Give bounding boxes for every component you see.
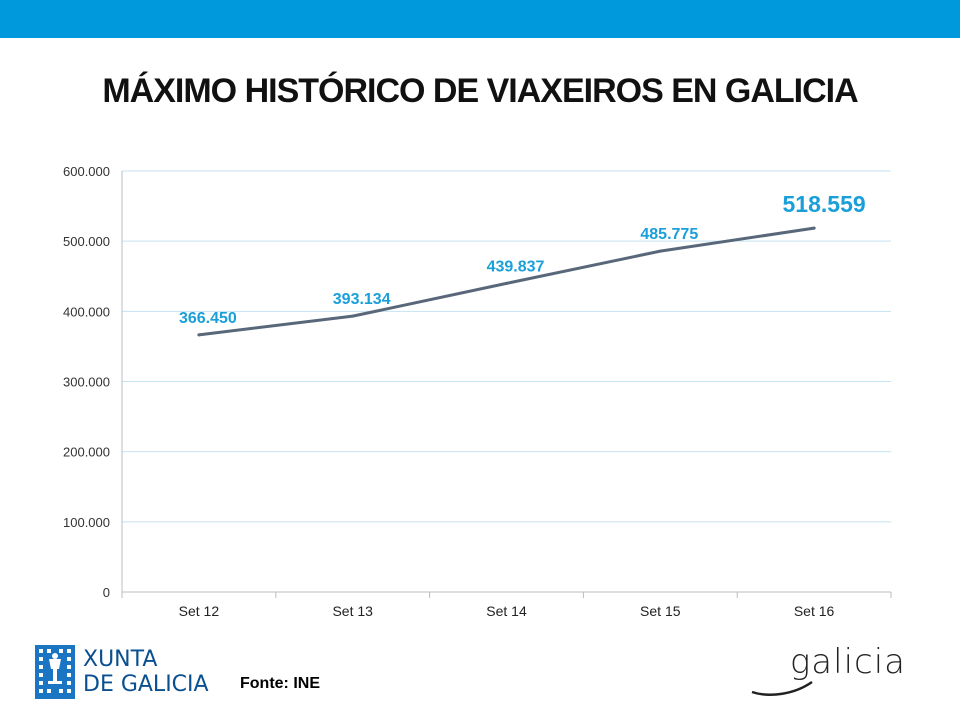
x-tick-label: Set 15 [640, 603, 681, 619]
y-tick-label: 0 [103, 585, 110, 600]
x-tick-label: Set 12 [179, 603, 220, 619]
y-tick-label: 500.000 [63, 234, 110, 249]
y-tick-label: 200.000 [63, 445, 110, 460]
xunta-logo-line-1: XUNTA [83, 647, 158, 672]
data-point [658, 249, 662, 253]
y-tick-label: 100.000 [63, 515, 110, 530]
y-tick-label: 600.000 [63, 164, 110, 179]
y-tick-label: 300.000 [63, 375, 110, 390]
data-label: 393.134 [333, 291, 391, 308]
top-accent-bar [0, 0, 960, 38]
data-label: 366.450 [179, 310, 237, 327]
data-label: 439.837 [487, 258, 545, 275]
line-chart: 0 100.000 200.000 300.000 400.000 500.000 600.… [63, 164, 892, 619]
page-title: MÁXIMO HISTÓRICO DE VIAXEIROS EN GALICIA [102, 72, 858, 110]
x-tick-label: Set 16 [794, 603, 835, 619]
source-note: Fonte: INE [240, 675, 320, 692]
data-label: 485.775 [640, 226, 698, 243]
xunta-logo-line-2: DE GALICIA [83, 672, 209, 697]
xunta-shield-icon [35, 645, 75, 699]
y-tick-label: 400.000 [63, 304, 110, 319]
x-tick-label: Set 14 [486, 603, 527, 619]
data-label: 518.559 [783, 191, 866, 217]
data-point [812, 226, 816, 230]
galicia-logo-text: galicia [789, 642, 906, 682]
data-point [351, 314, 355, 318]
galicia-brand-logo: galicia [750, 640, 910, 702]
x-tick-label: Set 13 [332, 603, 373, 619]
xunta-de-galicia-logo: XUNTA DE GALICIA [35, 645, 215, 701]
series-line [197, 226, 816, 337]
data-point [197, 333, 201, 337]
data-point [505, 281, 508, 285]
galicia-swoosh-icon [751, 680, 813, 696]
